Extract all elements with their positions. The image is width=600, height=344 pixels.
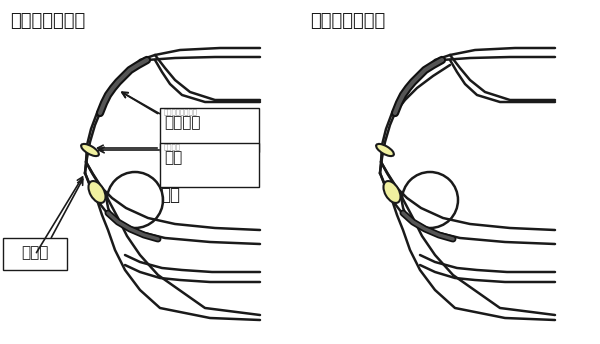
Text: ふたえの断面図: ふたえの断面図 [310,12,385,30]
Ellipse shape [81,144,99,156]
Ellipse shape [376,144,394,156]
Ellipse shape [88,181,106,203]
Text: 眼瞼挙筋: 眼瞼挙筋 [164,115,200,130]
Text: がんけんきょきん: がんけんきょきん [164,108,198,115]
Text: まつげ: まつげ [22,246,49,260]
FancyBboxPatch shape [3,238,67,270]
Text: ひとえの断面図: ひとえの断面図 [10,12,85,30]
Text: 瞼板: 瞼板 [164,150,182,165]
FancyBboxPatch shape [160,143,259,187]
Ellipse shape [383,181,401,203]
Text: 眼球: 眼球 [160,186,180,204]
FancyBboxPatch shape [160,108,259,152]
Text: けんばん: けんばん [164,143,181,150]
